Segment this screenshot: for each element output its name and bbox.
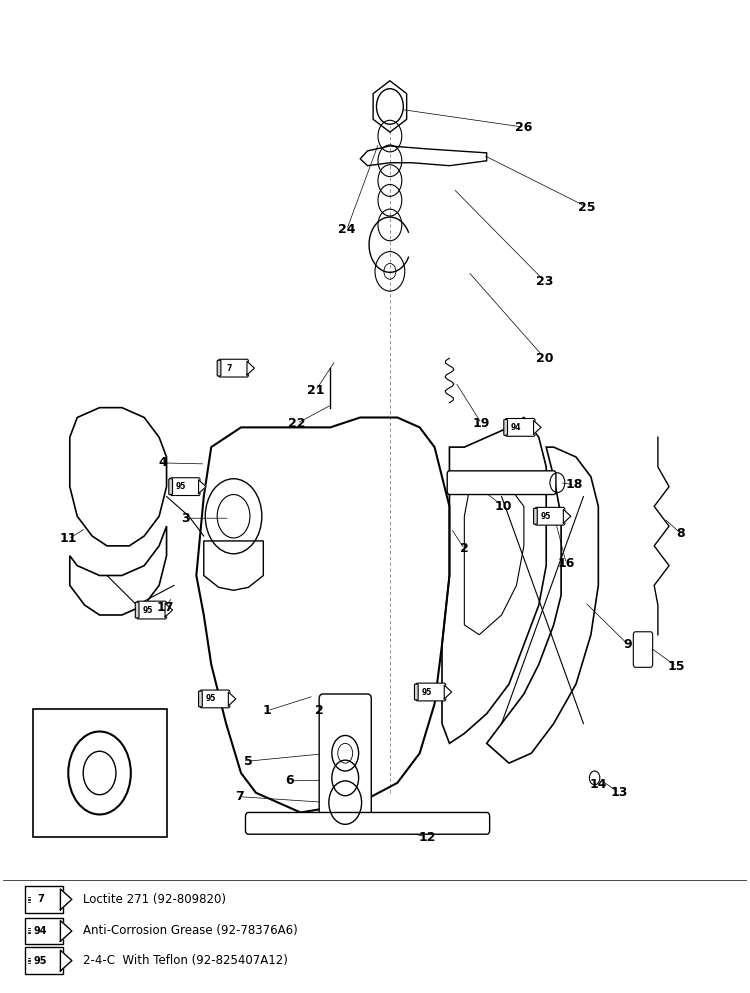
FancyBboxPatch shape <box>136 601 166 619</box>
Polygon shape <box>563 509 571 523</box>
Text: 5: 5 <box>244 755 253 768</box>
Text: 22: 22 <box>288 417 305 430</box>
FancyBboxPatch shape <box>245 812 490 834</box>
Polygon shape <box>165 603 172 617</box>
Text: 94: 94 <box>511 423 521 432</box>
Text: 8: 8 <box>676 526 685 539</box>
FancyBboxPatch shape <box>199 691 202 707</box>
Text: 13: 13 <box>610 786 628 799</box>
FancyBboxPatch shape <box>533 508 537 524</box>
Text: 6: 6 <box>285 775 294 787</box>
Text: 4: 4 <box>158 457 167 470</box>
Text: 11: 11 <box>59 532 77 545</box>
FancyBboxPatch shape <box>633 632 652 667</box>
Text: 2: 2 <box>460 542 469 555</box>
Text: 17: 17 <box>156 601 174 614</box>
Text: 9: 9 <box>624 638 632 651</box>
FancyBboxPatch shape <box>25 947 63 974</box>
Polygon shape <box>61 950 72 971</box>
Polygon shape <box>444 685 452 699</box>
FancyBboxPatch shape <box>25 918 63 944</box>
FancyBboxPatch shape <box>170 478 200 496</box>
Text: 95: 95 <box>34 955 47 965</box>
Text: 25: 25 <box>578 201 596 213</box>
FancyBboxPatch shape <box>506 418 535 436</box>
FancyBboxPatch shape <box>447 471 556 495</box>
Text: 3: 3 <box>181 511 190 524</box>
Polygon shape <box>199 480 206 494</box>
Polygon shape <box>228 692 236 706</box>
Polygon shape <box>247 361 254 375</box>
FancyBboxPatch shape <box>217 360 221 376</box>
FancyBboxPatch shape <box>219 359 248 377</box>
Text: 95: 95 <box>142 606 153 615</box>
Text: 16: 16 <box>558 557 575 570</box>
Text: 19: 19 <box>472 417 490 430</box>
Text: 2: 2 <box>315 704 323 717</box>
Bar <box>32 709 166 837</box>
Text: Anti-Corrosion Grease (92-78376A6): Anti-Corrosion Grease (92-78376A6) <box>83 924 298 937</box>
FancyBboxPatch shape <box>504 419 508 435</box>
Polygon shape <box>533 420 541 434</box>
Text: 7: 7 <box>37 895 44 905</box>
FancyBboxPatch shape <box>135 602 139 618</box>
FancyBboxPatch shape <box>535 507 565 525</box>
Text: 15: 15 <box>668 659 686 673</box>
Text: 7: 7 <box>236 790 244 803</box>
Text: 20: 20 <box>536 352 554 364</box>
Text: 26: 26 <box>515 121 532 134</box>
Text: 12: 12 <box>419 831 436 844</box>
Text: 14: 14 <box>590 779 607 791</box>
Text: 10: 10 <box>494 499 512 512</box>
FancyBboxPatch shape <box>169 479 172 495</box>
FancyBboxPatch shape <box>320 694 371 822</box>
Text: 95: 95 <box>176 483 186 492</box>
Text: 7: 7 <box>226 363 232 372</box>
Text: 21: 21 <box>307 384 324 397</box>
Text: 94: 94 <box>34 926 47 936</box>
Text: 24: 24 <box>338 223 356 236</box>
FancyBboxPatch shape <box>25 886 63 913</box>
FancyBboxPatch shape <box>415 684 419 700</box>
Text: 2-4-C  With Teflon (92-825407A12): 2-4-C With Teflon (92-825407A12) <box>83 954 288 967</box>
Text: 1: 1 <box>262 704 272 717</box>
Text: 95: 95 <box>206 694 216 703</box>
FancyBboxPatch shape <box>416 683 446 701</box>
Text: 18: 18 <box>566 479 584 492</box>
Polygon shape <box>61 921 72 941</box>
FancyBboxPatch shape <box>200 690 230 708</box>
Text: 23: 23 <box>536 275 554 288</box>
Text: Loctite 271 (92-809820): Loctite 271 (92-809820) <box>83 893 226 906</box>
Text: 95: 95 <box>541 511 551 520</box>
Polygon shape <box>61 889 72 910</box>
Text: 95: 95 <box>422 687 432 696</box>
